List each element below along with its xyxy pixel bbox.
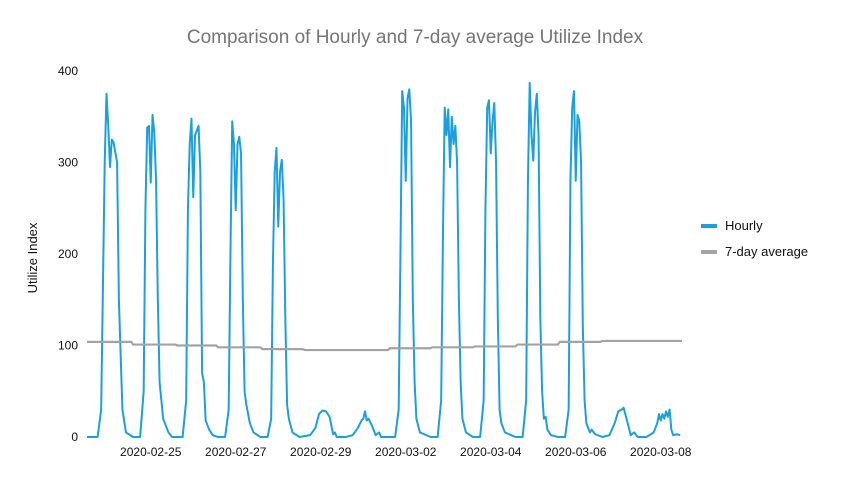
series-line-7-day-average xyxy=(87,339,682,352)
y-axis-ticks: 0 100 200 300 400 xyxy=(58,64,78,444)
x-axis-ticks: 2020-02-25 2020-02-27 2020-02-29 2020-03-02… xyxy=(120,445,692,459)
legend: Hourly 7-day average xyxy=(701,218,808,259)
chart-title: Comparison of Hourly and 7-day average U… xyxy=(187,27,644,48)
series-layer xyxy=(87,81,682,438)
y-tick-label: 200 xyxy=(58,247,78,261)
y-tick-label: 100 xyxy=(58,339,78,353)
series-line-hourly xyxy=(87,81,681,438)
legend-label: 7-day average xyxy=(725,244,808,259)
legend-label: Hourly xyxy=(725,218,763,233)
x-tick-label: 2020-02-27 xyxy=(205,445,267,459)
x-tick-label: 2020-03-04 xyxy=(460,445,522,459)
x-tick-label: 2020-03-08 xyxy=(630,445,692,459)
x-tick-label: 2020-02-25 xyxy=(120,445,182,459)
y-tick-label: 400 xyxy=(58,64,78,78)
y-tick-label: 300 xyxy=(58,156,78,170)
x-tick-label: 2020-03-06 xyxy=(545,445,607,459)
x-tick-label: 2020-03-02 xyxy=(375,445,437,459)
y-tick-label: 0 xyxy=(71,430,78,444)
x-tick-label: 2020-02-29 xyxy=(290,445,352,459)
y-axis-label: Utilize Index xyxy=(25,222,40,293)
